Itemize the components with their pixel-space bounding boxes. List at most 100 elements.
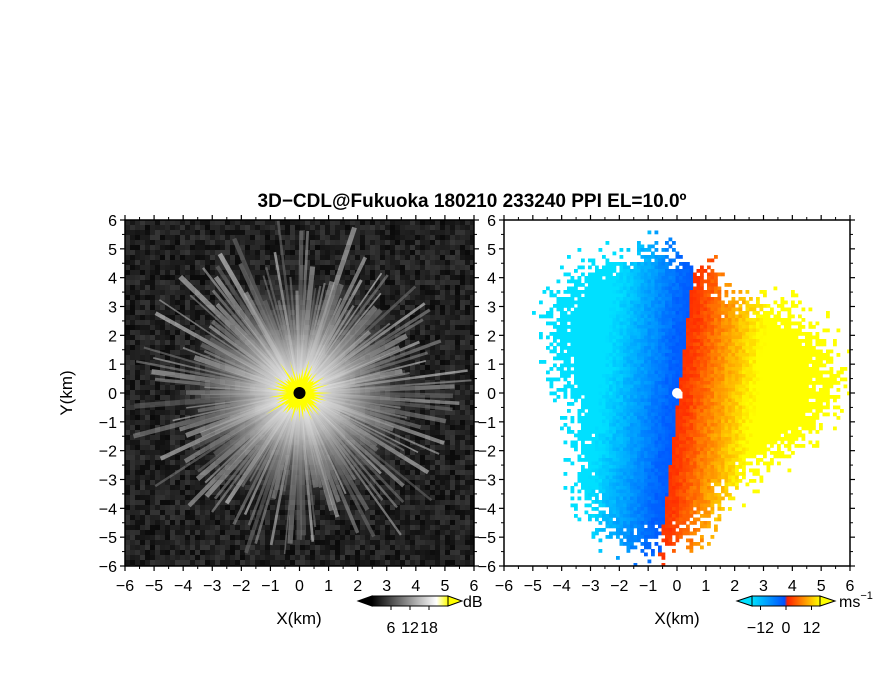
reflectivity-noise-cell (465, 300, 470, 305)
reflectivity-noise-cell (460, 395, 465, 400)
reflectivity-noise-cell (275, 555, 280, 560)
reflectivity-noise-cell (170, 330, 175, 335)
reflectivity-noise-cell (395, 490, 400, 495)
reflectivity-noise-cell (165, 510, 170, 515)
reflectivity-noise-cell (215, 505, 220, 510)
reflectivity-noise-cell (275, 525, 280, 530)
reflectivity-noise-cell (125, 330, 130, 335)
reflectivity-noise-cell (290, 545, 295, 550)
reflectivity-noise-cell (430, 500, 435, 505)
reflectivity-noise-cell (230, 560, 235, 565)
reflectivity-noise-cell (200, 540, 205, 545)
reflectivity-noise-cell (470, 260, 474, 265)
reflectivity-noise-cell (400, 545, 405, 550)
reflectivity-noise-cell (195, 540, 200, 545)
reflectivity-noise-cell (465, 505, 470, 510)
reflectivity-noise-cell (335, 525, 340, 530)
reflectivity-noise-cell (330, 530, 335, 535)
reflectivity-noise-cell (160, 445, 165, 450)
reflectivity-noise-cell (135, 430, 140, 435)
reflectivity-noise-cell (295, 225, 300, 230)
reflectivity-noise-cell (355, 545, 360, 550)
reflectivity-noise-cell (345, 545, 350, 550)
reflectivity-noise-cell (155, 555, 160, 560)
reflectivity-noise-cell (450, 375, 455, 380)
reflectivity-noise-cell (190, 220, 195, 225)
reflectivity-noise-cell (130, 345, 135, 350)
reflectivity-noise-cell (430, 535, 435, 540)
reflectivity-noise-cell (140, 370, 145, 375)
reflectivity-noise-cell (465, 510, 470, 515)
reflectivity-noise-cell (195, 520, 200, 525)
reflectivity-noise-cell (230, 220, 235, 225)
reflectivity-noise-cell (240, 550, 245, 555)
reflectivity-noise-cell (415, 435, 420, 440)
reflectivity-noise-cell (160, 395, 165, 400)
reflectivity-noise-cell (205, 220, 210, 225)
reflectivity-noise-cell (160, 255, 165, 260)
reflectivity-noise-cell (450, 410, 455, 415)
reflectivity-noise-cell (405, 490, 410, 495)
reflectivity-noise-cell (225, 515, 230, 520)
reflectivity-noise-cell (185, 275, 190, 280)
reflectivity-noise-cell (170, 275, 175, 280)
reflectivity-noise-cell (420, 275, 425, 280)
reflectivity-noise-cell (330, 250, 335, 255)
reflectivity-noise-cell (165, 395, 170, 400)
reflectivity-noise-cell (350, 530, 355, 535)
reflectivity-noise-cell (455, 275, 460, 280)
reflectivity-noise-cell (130, 390, 135, 395)
reflectivity-noise-cell (445, 510, 450, 515)
reflectivity-noise-cell (425, 250, 430, 255)
reflectivity-noise-cell (285, 560, 290, 565)
reflectivity-noise-cell (460, 465, 465, 470)
reflectivity-noise-cell (165, 320, 170, 325)
reflectivity-noise-cell (385, 560, 390, 565)
reflectivity-noise-cell (285, 230, 290, 235)
reflectivity-noise-cell (150, 550, 155, 555)
reflectivity-noise-cell (415, 500, 420, 505)
reflectivity-noise-cell (465, 365, 470, 370)
reflectivity-noise-cell (145, 510, 150, 515)
reflectivity-noise-cell (465, 560, 470, 565)
reflectivity-noise-cell (320, 235, 325, 240)
reflectivity-noise-cell (170, 310, 175, 315)
reflectivity-noise-cell (380, 515, 385, 520)
reflectivity-noise-cell (445, 460, 450, 465)
reflectivity-noise-cell (470, 375, 474, 380)
reflectivity-noise-cell (450, 315, 455, 320)
reflectivity-noise-cell (185, 465, 190, 470)
reflectivity-noise-cell (395, 265, 400, 270)
reflectivity-noise-cell (230, 235, 235, 240)
reflectivity-noise-cell (460, 405, 465, 410)
reflectivity-noise-cell (155, 475, 160, 480)
reflectivity-noise-cell (465, 500, 470, 505)
reflectivity-noise-cell (280, 225, 285, 230)
reflectivity-noise-cell (470, 500, 474, 505)
reflectivity-noise-cell (390, 295, 395, 300)
reflectivity-noise-cell (470, 440, 474, 445)
reflectivity-noise-cell (175, 530, 180, 535)
reflectivity-noise-cell (300, 550, 305, 555)
reflectivity-noise-cell (445, 540, 450, 545)
reflectivity-noise-cell (450, 525, 455, 530)
reflectivity-noise-cell (135, 245, 140, 250)
reflectivity-noise-cell (140, 305, 145, 310)
reflectivity-noise-cell (235, 270, 240, 275)
reflectivity-noise-cell (415, 255, 420, 260)
reflectivity-noise-cell (150, 520, 155, 525)
reflectivity-noise-cell (425, 390, 430, 395)
reflectivity-noise-cell (150, 320, 155, 325)
reflectivity-noise-cell (355, 255, 360, 260)
reflectivity-noise-cell (275, 530, 280, 535)
reflectivity-noise-cell (465, 465, 470, 470)
reflectivity-noise-cell (160, 380, 165, 385)
reflectivity-noise-cell (125, 310, 130, 315)
reflectivity-noise-cell (255, 240, 260, 245)
reflectivity-noise-cell (125, 545, 130, 550)
reflectivity-noise-cell (170, 260, 175, 265)
reflectivity-noise-cell (190, 505, 195, 510)
reflectivity-noise-cell (160, 310, 165, 315)
reflectivity-noise-cell (185, 320, 190, 325)
reflectivity-noise-cell (155, 550, 160, 555)
